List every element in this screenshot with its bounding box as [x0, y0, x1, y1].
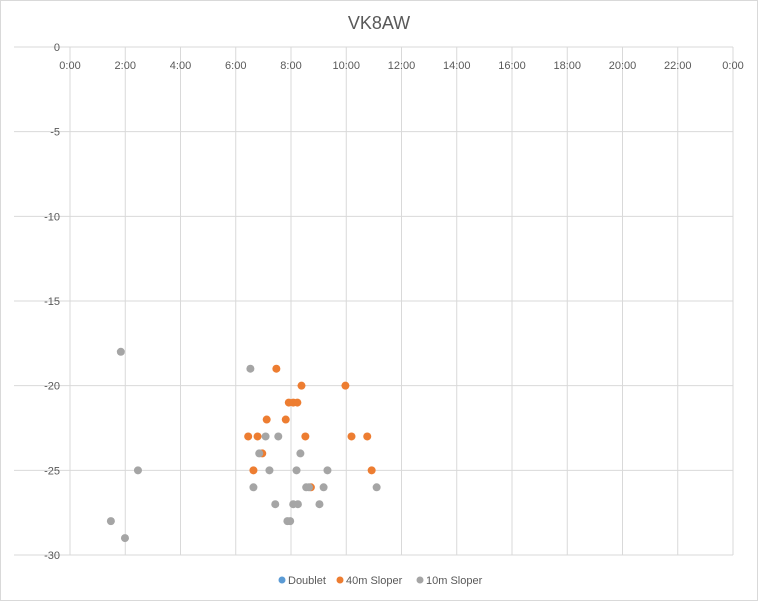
x-tick-label: 10:00 [332, 60, 360, 72]
data-point [253, 432, 262, 441]
data-point [281, 415, 290, 424]
y-tick-label: -10 [44, 211, 60, 223]
x-tick-label: 4:00 [170, 60, 191, 72]
data-point [286, 517, 295, 526]
data-point [271, 500, 280, 509]
legend: Doublet 40m Sloper 10m Sloper [278, 575, 483, 587]
y-tick-label: -25 [44, 465, 60, 477]
data-point [265, 466, 274, 475]
data-point [293, 500, 302, 509]
x-tick-label: 0:00 [722, 60, 743, 72]
data-point [249, 483, 258, 492]
data-point [319, 483, 328, 492]
legend-marker [416, 576, 424, 584]
y-tick-label: -20 [44, 381, 60, 393]
gridlines [14, 46, 734, 556]
chart-title: VK8AW [348, 13, 410, 33]
x-tick-label: 8:00 [280, 60, 301, 72]
data-point [261, 432, 270, 441]
series-10m-sloper [106, 347, 381, 543]
data-point [116, 347, 125, 356]
legend-marker [278, 576, 286, 584]
legend-marker [336, 576, 344, 584]
data-point [292, 466, 301, 475]
data-point [272, 364, 281, 373]
data-point [363, 432, 372, 441]
x-axis-ticks: 0:00 2:00 4:00 6:00 8:00 10:00 12:00 14:00 16:00… [59, 60, 743, 72]
data-point [323, 466, 332, 475]
legend-label: 10m Sloper [426, 575, 483, 587]
data-point [297, 381, 306, 390]
legend-label: 40m Sloper [346, 575, 403, 587]
data-point [301, 432, 310, 441]
data-point [372, 483, 381, 492]
data-point [262, 415, 271, 424]
x-tick-label: 16:00 [498, 60, 526, 72]
y-tick-label: -30 [44, 550, 60, 562]
data-point [293, 398, 302, 407]
x-tick-label: 12:00 [388, 60, 416, 72]
data-point [249, 466, 258, 475]
data-point [133, 466, 142, 475]
y-tick-label: -15 [44, 296, 60, 308]
data-point [341, 381, 350, 390]
data-points [106, 347, 381, 543]
data-point [120, 534, 129, 543]
x-tick-label: 6:00 [225, 60, 246, 72]
x-tick-label: 18:00 [553, 60, 581, 72]
data-point [246, 364, 255, 373]
x-tick-label: 14:00 [443, 60, 471, 72]
data-point [347, 432, 356, 441]
data-point [244, 432, 253, 441]
y-tick-label: 0 [54, 42, 60, 54]
x-tick-label: 22:00 [664, 60, 692, 72]
x-tick-label: 20:00 [609, 60, 637, 72]
x-tick-label: 0:00 [59, 60, 80, 72]
data-point [106, 517, 115, 526]
data-point [274, 432, 283, 441]
data-point [296, 449, 305, 458]
y-axis-ticks: 0 -5 -10 -15 -20 -25 -30 [44, 42, 60, 562]
x-tick-label: 2:00 [115, 60, 136, 72]
y-tick-label: -5 [50, 127, 60, 139]
legend-label: Doublet [288, 575, 326, 587]
data-point [255, 449, 264, 458]
data-point [304, 483, 313, 492]
data-point [315, 500, 324, 509]
data-point [367, 466, 376, 475]
